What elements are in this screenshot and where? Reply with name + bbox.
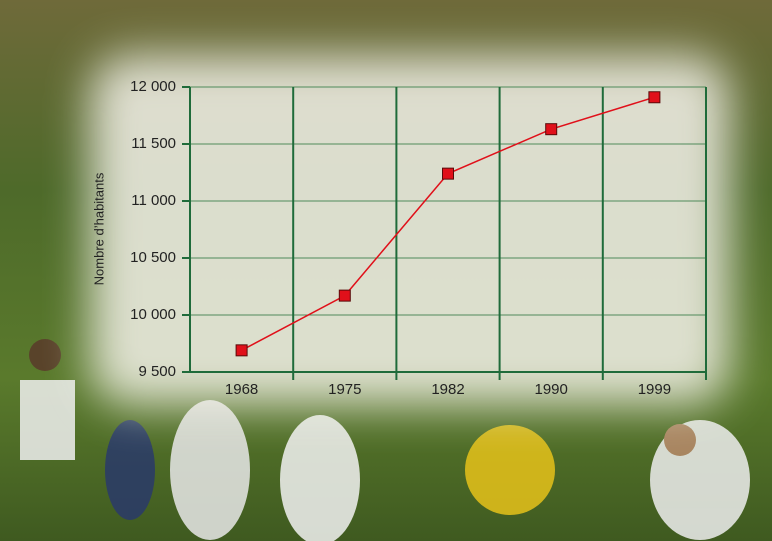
marker [339, 290, 350, 301]
marker [443, 168, 454, 179]
y-tick-label: 10 000 [130, 306, 176, 323]
marker [546, 124, 557, 135]
y-tick-label: 12 000 [130, 78, 176, 95]
y-tick-label: 10 500 [130, 249, 176, 266]
x-tick-label: 1990 [535, 381, 568, 398]
x-tick-label: 1999 [638, 381, 671, 398]
x-tick-label: 1982 [431, 381, 464, 398]
haze [90, 55, 730, 405]
y-axis-label: Nombre d’habitants [91, 172, 106, 285]
y-tick-label: 9 500 [138, 363, 176, 380]
marker [236, 345, 247, 356]
marker [649, 92, 660, 103]
x-tick-label: 1975 [328, 381, 361, 398]
chart: Nombre d’habitants 9 500 10 000 10 500 11 0… [0, 0, 772, 541]
y-tick-label: 11 500 [131, 135, 176, 152]
x-tick-label: 1968 [225, 381, 258, 398]
y-tick-label: 11 000 [131, 192, 176, 209]
page: Nombre d’habitants 9 500 10 000 10 500 11 0… [0, 0, 772, 541]
